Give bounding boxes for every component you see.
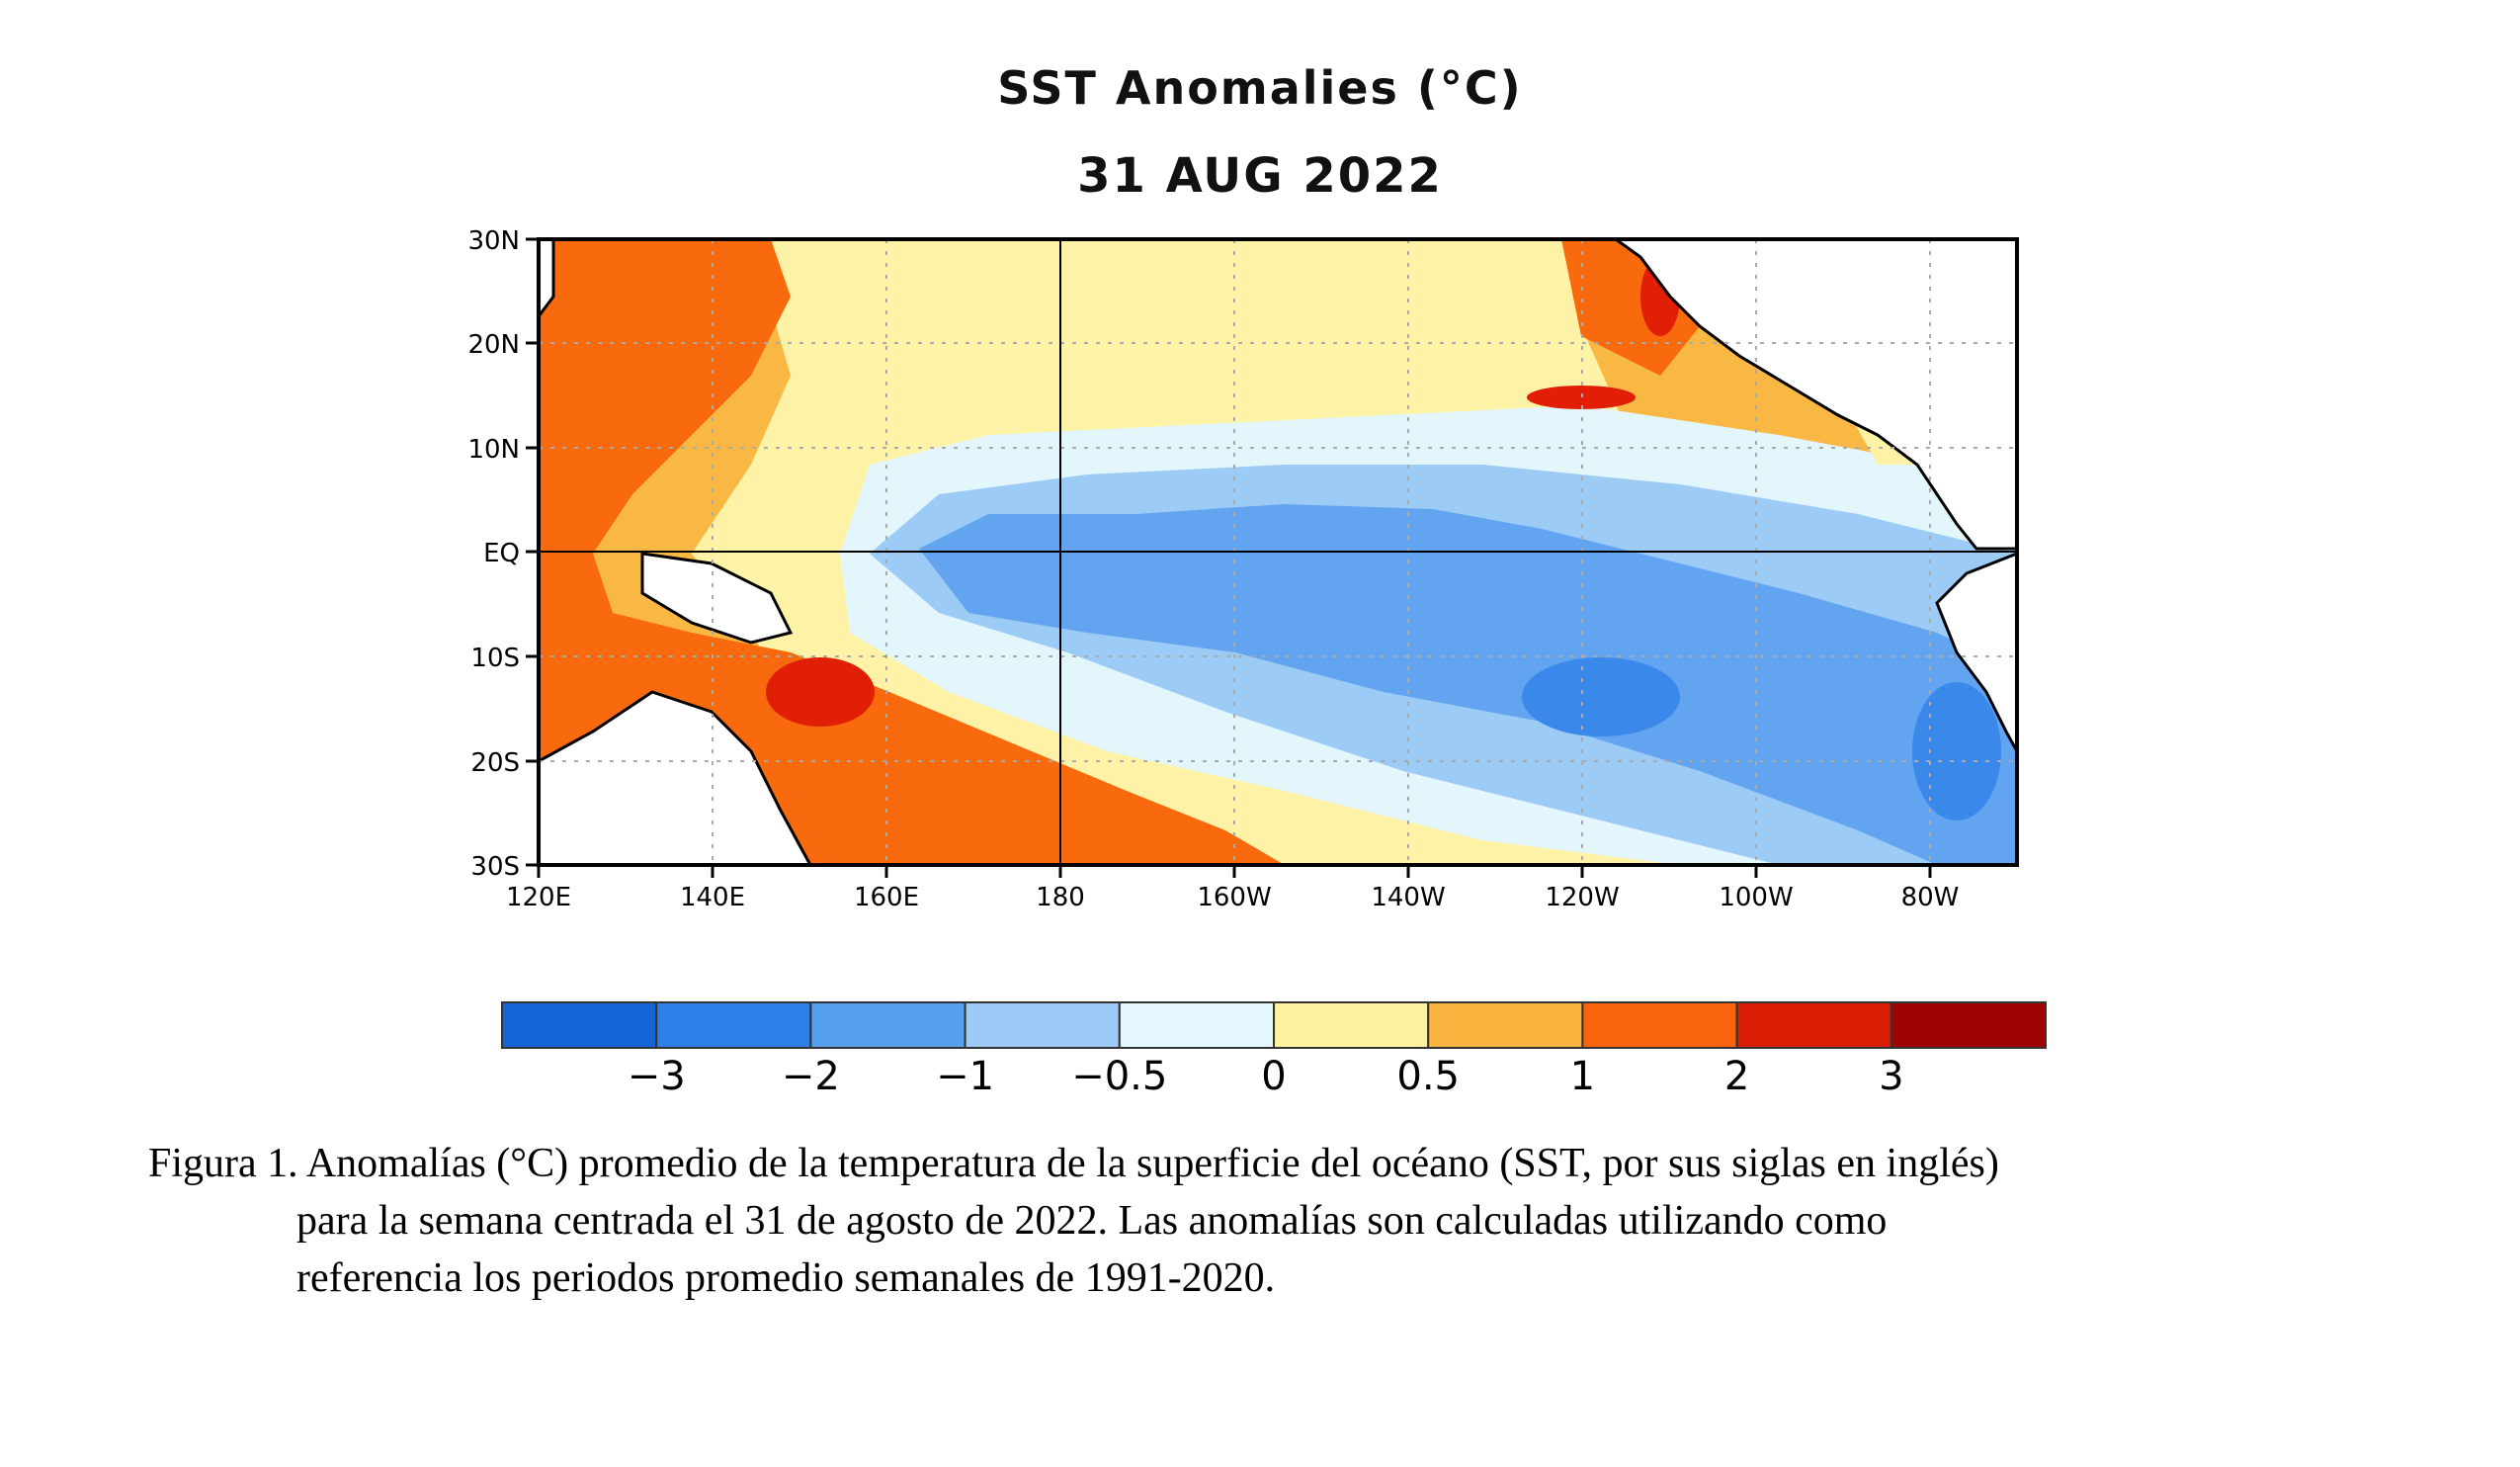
field-blue-patch-1: [1522, 657, 1680, 736]
figure-caption: Figura 1. Anomalías (°C) promedio de la …: [148, 1135, 2421, 1307]
colorbar-bin: [1581, 1001, 1738, 1049]
colorbar-tick-label: −3: [628, 1054, 686, 1099]
colorbar-bin: [1427, 1001, 1584, 1049]
map-title: SST Anomalies (°C): [997, 61, 1523, 115]
land-north-america: [1613, 239, 2017, 551]
lat-label: 20N: [467, 330, 520, 360]
caption-line-3: referencia los periodos promedio semanal…: [296, 1255, 1276, 1301]
field-blue-patch-2: [1912, 682, 2001, 820]
land: [539, 239, 2017, 865]
lon-labels: 120E 140E 160E 180 160W 140W 120W 100W 8…: [506, 883, 1959, 912]
colorbar-bin: [1118, 1001, 1276, 1049]
lon-label: 120E: [506, 883, 571, 912]
lon-label: 140E: [680, 883, 745, 912]
lon-label: 160E: [854, 883, 919, 912]
colorbar-bin: [1890, 1001, 2048, 1049]
field-orange-west: [539, 239, 1285, 865]
colorbar-bin: [501, 1001, 658, 1049]
lat-label: 10N: [467, 435, 520, 465]
field-red-patch-1: [766, 657, 875, 727]
colorbar-bin: [1273, 1001, 1430, 1049]
colorbar-tick-label: 3: [1879, 1054, 1903, 1099]
lat-labels: 30N 20N 10N EQ 10S 20S 30S: [467, 226, 520, 882]
colorbar-bin: [655, 1001, 812, 1049]
land-australia: [539, 690, 812, 865]
caption-line-1: Figura 1. Anomalías (°C) promedio de la …: [148, 1141, 1999, 1186]
lon-label: 180: [1036, 883, 1085, 912]
colorbar-tick-label: −2: [782, 1054, 840, 1099]
colorbar-bin: [1735, 1001, 1892, 1049]
lon-label: 120W: [1545, 883, 1619, 912]
colorbar-tick-label: −1: [936, 1054, 994, 1099]
lon-label: 140W: [1371, 883, 1445, 912]
lon-ticks: [537, 865, 1932, 878]
sst-anomaly-map: 30N 20N 10N EQ 10S 20S 30S 120E 140E 160…: [467, 226, 2048, 1099]
map-date: 31 AUG 2022: [1077, 148, 1443, 204]
colorbar-bin: [809, 1001, 966, 1049]
colorbar-tick-label: 1: [1570, 1054, 1595, 1099]
field-orange-northwest: [553, 247, 731, 346]
lat-label: 10S: [470, 644, 520, 673]
colorbar: [501, 1001, 2048, 1049]
colorbar-tick-label: 2: [1724, 1054, 1749, 1099]
land-asia: [539, 239, 555, 319]
lon-label: 80W: [1901, 883, 1960, 912]
land-new-guinea: [640, 552, 794, 645]
lat-label: 20S: [470, 748, 520, 778]
graticule: [539, 239, 2017, 865]
lon-label: 160W: [1197, 883, 1271, 912]
lat-ticks: [526, 237, 539, 867]
colorbar-tick-label: 0: [1261, 1054, 1286, 1099]
colorbar-tick-label: 0.5: [1396, 1054, 1460, 1099]
anomaly-field: [539, 239, 2017, 865]
colorbar-bin: [964, 1001, 1121, 1049]
caption-line-2: para la semana centrada el 31 de agosto …: [296, 1198, 1888, 1244]
lat-label: 30N: [467, 226, 520, 256]
field-blue-core: [919, 504, 2017, 865]
lat-label: EQ: [483, 539, 520, 568]
colorbar-tick-label: −0.5: [1071, 1054, 1167, 1099]
lat-label: 30S: [470, 852, 520, 882]
lon-label: 100W: [1719, 883, 1793, 912]
colorbar-labels: −3 −2 −1 −0.5 0 0.5 1 2 3: [628, 1054, 1904, 1099]
